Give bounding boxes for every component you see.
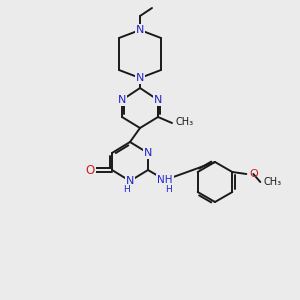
Text: N: N [136,25,144,35]
Text: N: N [144,148,152,158]
Text: N: N [154,95,162,105]
Text: NH: NH [157,175,173,185]
Text: N: N [118,95,126,105]
Text: O: O [249,169,258,179]
Text: H: H [124,185,130,194]
Text: CH₃: CH₃ [263,177,281,187]
Text: N: N [136,25,144,35]
Text: H: H [165,184,171,194]
Text: N: N [126,176,134,186]
Text: N: N [136,73,144,83]
Text: CH₃: CH₃ [176,117,194,127]
Text: O: O [85,164,94,176]
Text: N: N [136,73,144,83]
